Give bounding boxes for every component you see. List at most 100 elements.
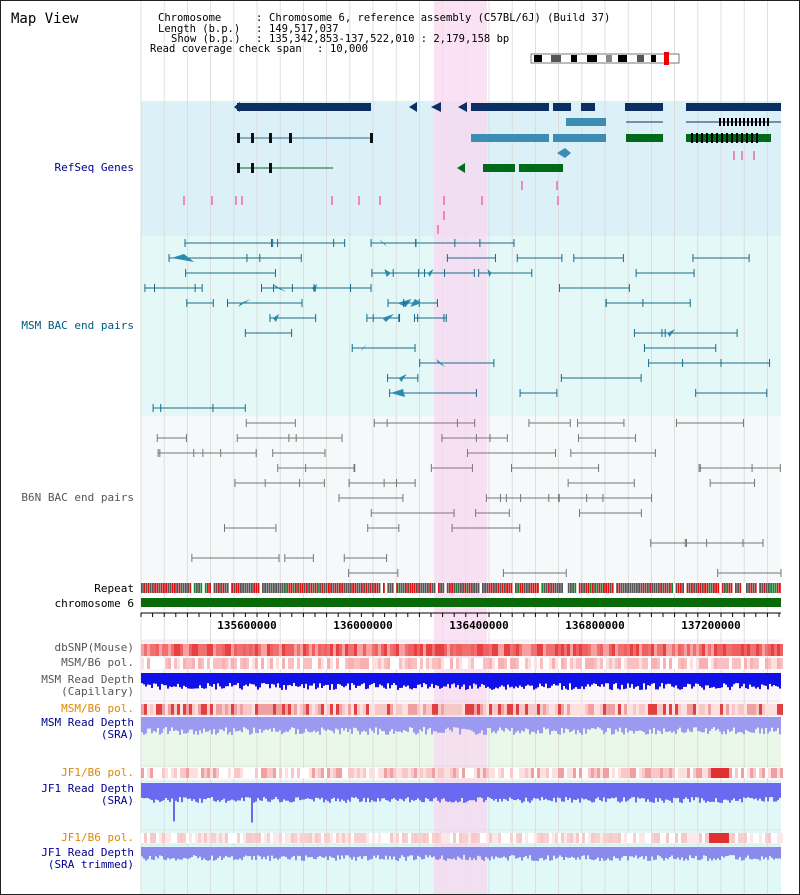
bac-end-arrow — [487, 269, 492, 277]
polymorphism-bin — [168, 833, 171, 843]
read-depth-bar — [665, 717, 667, 732]
read-depth-bar — [767, 673, 769, 690]
polymorphism-bin — [612, 704, 615, 715]
msm-bac-end-pairs-label[interactable]: MSM BAC end pairs — [21, 319, 134, 332]
read-depth-bar — [275, 783, 277, 798]
repeat-element — [757, 583, 759, 593]
polymorphism-bin — [234, 704, 237, 715]
read-depth-bar — [487, 673, 489, 687]
repeat-element — [556, 583, 559, 593]
read-depth-bar — [305, 717, 307, 729]
repeat-element — [680, 583, 682, 593]
polymorphism-bin — [387, 833, 390, 843]
jf1-b6-pol-2-label[interactable]: JF1/B6 pol. — [61, 831, 134, 844]
polymorphism-bin — [447, 768, 450, 778]
polymorphism-bin — [339, 644, 342, 656]
exon-tick — [237, 163, 240, 173]
repeat-element — [455, 583, 458, 593]
gene-exon — [553, 103, 571, 111]
chromosome-6-label[interactable]: chromosome 6 — [54, 597, 134, 610]
read-depth-bar — [771, 717, 773, 728]
read-depth-bar — [731, 783, 733, 801]
polymorphism-bin — [147, 704, 150, 715]
polymorphism-bin — [396, 704, 399, 715]
read-depth-bar — [399, 673, 401, 688]
polymorphism-bin — [159, 768, 162, 778]
polymorphism-bin — [231, 644, 234, 656]
read-depth-bar — [597, 847, 599, 858]
read-depth-bar — [175, 673, 177, 687]
polymorphism-bin — [288, 768, 291, 778]
jf1-read-depth-trimmed-label[interactable]: JF1 Read Depth — [41, 846, 134, 859]
gene-strand-arrow — [409, 102, 417, 112]
polymorphism-bin — [498, 644, 501, 656]
polymorphism-bin — [504, 768, 507, 778]
read-depth-bar — [401, 847, 403, 856]
jf1-read-depth-sra-label[interactable]: JF1 Read Depth — [41, 782, 134, 795]
polymorphism-bin — [579, 833, 582, 843]
b6n-bac-end-pairs-label[interactable]: B6N BAC end pairs — [21, 491, 134, 504]
polymorphism-bin — [516, 644, 519, 656]
polymorphism-bin — [603, 833, 606, 843]
repeat-label[interactable]: Repeat — [94, 582, 134, 595]
read-depth-bar — [661, 847, 663, 859]
polymorphism-bin — [450, 658, 453, 669]
polymorphism-bin — [243, 768, 246, 778]
repeat-element — [374, 583, 376, 593]
read-depth-bar — [573, 783, 575, 800]
polymorphism-bin — [471, 658, 474, 669]
read-depth-bar — [659, 847, 661, 857]
read-depth-bar — [181, 673, 183, 689]
read-depth-bar — [741, 717, 743, 733]
polymorphism-bin — [765, 833, 768, 843]
msm-b6-pol-2-label[interactable]: MSM/B6 pol. — [61, 702, 134, 715]
read-depth-bar — [525, 783, 527, 798]
polymorphism-bin — [306, 704, 309, 715]
read-depth-bar — [747, 717, 749, 732]
read-depth-bar — [183, 717, 185, 734]
read-depth-bar — [721, 717, 723, 735]
polymorphism-bin — [150, 833, 153, 843]
read-depth-bar — [531, 717, 533, 732]
repeat-element — [501, 583, 504, 593]
polymorphism-bin — [513, 658, 516, 669]
msm-b6-pol-label[interactable]: MSM/B6 pol. — [61, 656, 134, 669]
read-depth-bar — [743, 673, 745, 684]
read-depth-bar — [435, 673, 437, 686]
read-depth-bar — [147, 717, 149, 729]
read-depth-bar — [641, 717, 643, 731]
read-depth-bar — [741, 847, 743, 861]
read-depth-bar — [431, 783, 433, 802]
refseq-genes-label[interactable]: RefSeq Genes — [54, 161, 134, 174]
polymorphism-bin — [426, 833, 429, 843]
read-depth-bar — [419, 847, 421, 857]
read-depth-bar — [245, 673, 247, 685]
polymorphism-bin — [705, 644, 708, 656]
polymorphism-bin — [372, 768, 375, 778]
repeat-element — [376, 583, 379, 593]
msm-read-depth-capillary-label[interactable]: MSM Read Depth — [41, 673, 134, 686]
read-depth-bar — [409, 717, 411, 728]
polymorphism-bin — [456, 833, 459, 843]
polymorphism-bin — [573, 704, 576, 715]
read-depth-bar — [385, 847, 387, 856]
gene-exon — [581, 103, 595, 111]
msm-read-depth-sra-sublabel: (SRA) — [100, 728, 134, 741]
read-depth-bar — [307, 673, 309, 690]
polymorphism-bin — [183, 704, 186, 715]
read-depth-bar — [655, 717, 657, 735]
read-depth-bar — [233, 847, 235, 860]
read-depth-bar — [197, 673, 199, 689]
polymorphism-bin — [510, 833, 513, 843]
exon-tick — [741, 133, 743, 143]
msm-read-depth-sra-label[interactable]: MSM Read Depth — [41, 716, 134, 729]
read-depth-bar — [779, 673, 781, 689]
read-depth-bar — [201, 847, 203, 861]
jf1-b6-pol-label[interactable]: JF1/B6 pol. — [61, 766, 134, 779]
read-depth-bar — [613, 783, 615, 799]
dbsnp-label[interactable]: dbSNP(Mouse) — [54, 641, 134, 654]
polymorphism-bin — [468, 658, 471, 669]
polymorphism-bin — [402, 768, 405, 778]
read-depth-bar — [465, 847, 467, 860]
read-depth-bar — [363, 783, 365, 798]
